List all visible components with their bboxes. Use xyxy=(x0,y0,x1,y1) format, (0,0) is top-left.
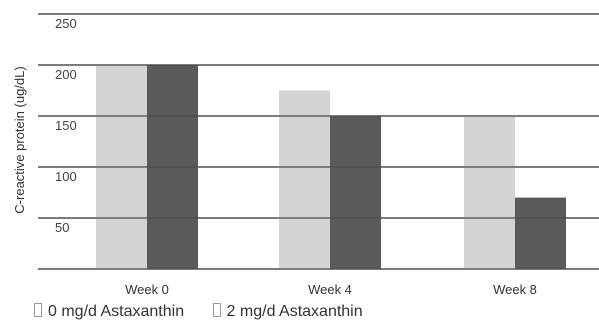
x-tick-label: Week 4 xyxy=(308,282,352,297)
y-axis-label: C-reactive protein (ug/dL) xyxy=(12,66,27,213)
legend-label: 2 mg/d Astaxanthin xyxy=(226,303,363,320)
y-tick-labels: 50 100 150 200 250 xyxy=(55,16,77,235)
legend-item-series-0: 0 mg/d Astaxanthin xyxy=(34,303,184,321)
y-tick-label: 250 xyxy=(55,16,77,31)
x-tick-label: Week 0 xyxy=(125,282,169,297)
bar-week-4-series-0 xyxy=(279,90,330,269)
bar-week-8-series-1 xyxy=(515,197,566,269)
legend-item-series-1: 2 mg/d Astaxanthin xyxy=(212,303,363,321)
x-tick-labels: Week 0 Week 4 Week 8 xyxy=(125,282,537,297)
legend-swatch-icon xyxy=(34,303,42,317)
y-tick-label: 200 xyxy=(55,67,77,82)
legend-swatch-icon xyxy=(212,303,221,317)
y-tick-label: 150 xyxy=(55,118,77,133)
legend-label: 0 mg/d Astaxanthin xyxy=(48,303,185,320)
bar-week-8-series-0 xyxy=(464,116,515,269)
y-tick-label: 100 xyxy=(55,169,77,184)
y-tick-label: 50 xyxy=(55,220,69,235)
bars-layer xyxy=(38,13,599,270)
legend: 0 mg/d Astaxanthin 2 mg/d Astaxanthin xyxy=(34,303,387,321)
bar-week-4-series-1 xyxy=(330,116,381,269)
x-tick-label: Week 8 xyxy=(493,282,537,297)
